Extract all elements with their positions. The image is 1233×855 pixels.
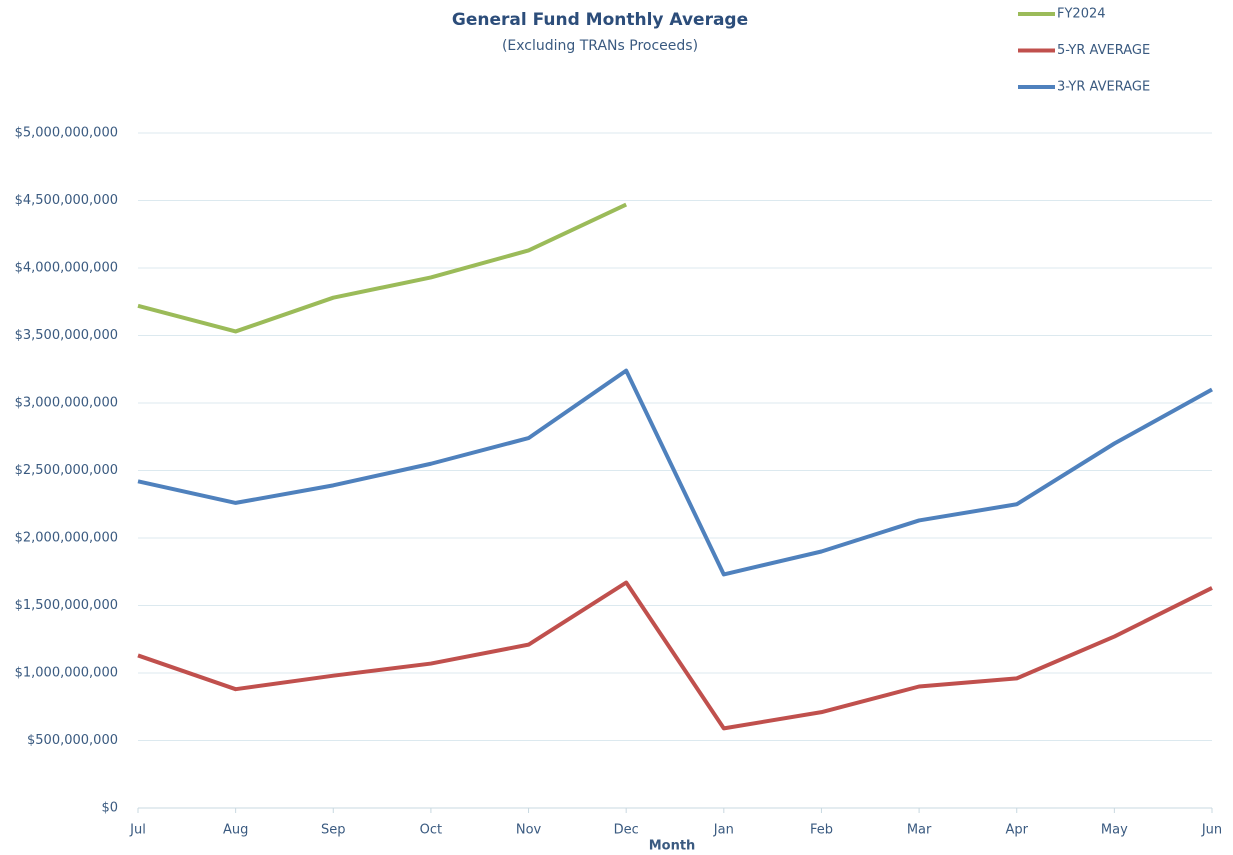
y-tick-label: $500,000,000 xyxy=(27,733,118,748)
x-tick-label: Nov xyxy=(516,823,542,838)
y-tick-label: $3,000,000,000 xyxy=(15,396,118,411)
y-tick-label: $1,000,000,000 xyxy=(15,666,118,681)
x-tick-label: Mar xyxy=(907,823,932,838)
y-tick-label: $1,500,000,000 xyxy=(15,598,118,613)
x-tick-label: Dec xyxy=(614,823,639,838)
y-tick-label: $4,500,000,000 xyxy=(15,193,118,208)
series-line xyxy=(137,368,1213,577)
legend-label: 5-YR AVERAGE xyxy=(1057,43,1150,58)
y-tick-label: $0 xyxy=(101,801,118,816)
legend-label: FY2024 xyxy=(1057,7,1106,22)
x-tick-label: Jul xyxy=(129,823,146,838)
x-tick-label: Aug xyxy=(223,823,248,838)
x-tick-label: Sep xyxy=(321,823,346,838)
y-tick-label: $3,500,000,000 xyxy=(15,328,118,343)
x-axis-label: Month xyxy=(649,839,696,854)
y-tick-label: $2,500,000,000 xyxy=(15,463,118,478)
series-line xyxy=(137,202,628,334)
x-tick-label: Apr xyxy=(1005,823,1028,838)
y-tick-label: $4,000,000,000 xyxy=(15,261,118,276)
x-tick-label: Oct xyxy=(420,823,442,838)
chart-title: General Fund Monthly Average xyxy=(452,10,748,30)
legend-label: 3-YR AVERAGE xyxy=(1057,80,1150,95)
x-tick-label: May xyxy=(1101,823,1128,838)
chart-subtitle: (Excluding TRANs Proceeds) xyxy=(502,38,698,54)
y-tick-label: $2,000,000,000 xyxy=(15,531,118,546)
series-line xyxy=(137,580,1213,731)
x-tick-label: Jun xyxy=(1201,823,1222,838)
y-tick-label: $5,000,000,000 xyxy=(15,126,118,141)
x-tick-label: Feb xyxy=(810,823,833,838)
x-tick-label: Jan xyxy=(713,823,734,838)
